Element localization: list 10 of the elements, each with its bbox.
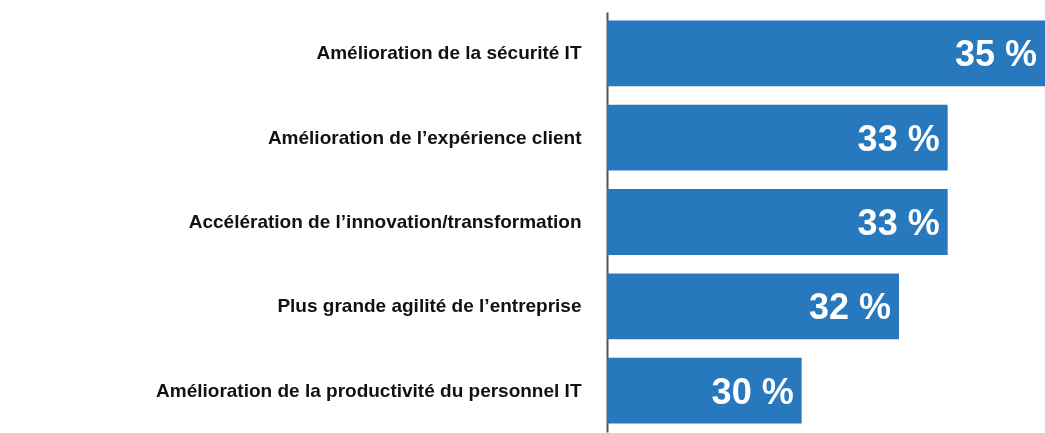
data-label: 35 % bbox=[954, 33, 1037, 75]
data-label: 32 % bbox=[808, 286, 891, 328]
data-label: 30 % bbox=[711, 370, 794, 412]
data-label: 33 % bbox=[857, 117, 940, 159]
y-tick-label: Amélioration de l’expérience client bbox=[267, 126, 583, 148]
y-tick-label: Accélération de l’innovation/transformation bbox=[188, 211, 582, 232]
y-tick-label: Amélioration de la productivité du personnel IT bbox=[156, 379, 582, 401]
data-label: 33 % bbox=[857, 202, 940, 243]
y-tick-label: Amélioration de la sécurité IT bbox=[316, 42, 582, 64]
y-tick-label: Plus grande agilité de l’entreprise bbox=[277, 295, 582, 317]
